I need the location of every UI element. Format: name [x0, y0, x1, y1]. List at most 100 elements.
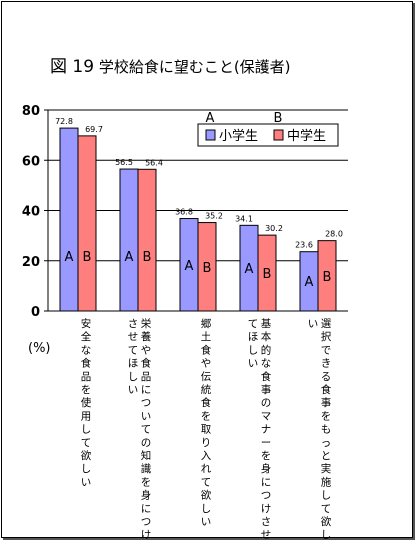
category-label-char: で [321, 344, 332, 356]
category-label-char: 事 [321, 396, 332, 409]
bar-marker: B [143, 250, 152, 265]
y-tick-label: 40 [22, 205, 40, 220]
category-label-char: や [201, 358, 212, 370]
category-label-char: せ [128, 331, 139, 343]
category-label-char: を [261, 450, 272, 462]
category-label-char: 選 [321, 317, 332, 330]
category-label-char: て [201, 476, 212, 488]
category-label-char: 全 [81, 330, 92, 343]
bar-junior-high [137, 168, 157, 312]
category-label-char: に [141, 503, 152, 515]
category-label-char: 食 [141, 357, 152, 370]
category-label-char: な [81, 344, 92, 356]
bar-marker: B [323, 270, 332, 285]
legend-label: 中学生 [287, 128, 326, 144]
y-tick-label: 60 [22, 154, 40, 169]
category-label-char: れ [201, 463, 212, 475]
category-label-char: け [261, 503, 272, 515]
category-label-char: い [128, 384, 139, 396]
bar-marker: A [185, 259, 194, 274]
category-label-char: つ [141, 516, 152, 528]
category-label-char: し [128, 371, 139, 383]
data-label: 56.4 [145, 158, 163, 167]
category-label-char: い [201, 516, 212, 528]
category-label-char: 用 [81, 410, 92, 422]
category-label-char: 実 [321, 462, 332, 475]
category-label-char: て [128, 344, 139, 356]
category-label-char: ほ [248, 331, 259, 343]
bar-elementary [119, 168, 139, 312]
category-label-char: 伝 [201, 371, 212, 383]
category-label-char: っ [321, 437, 332, 449]
category-label-char: な [261, 358, 272, 370]
category-label-char: さ [128, 318, 139, 330]
category-label-char: 身 [141, 489, 152, 502]
bar-marker: A [125, 250, 134, 265]
legend-marker: A [206, 111, 215, 126]
category-label-char: て [248, 318, 259, 330]
category-label-char: て [321, 503, 332, 515]
category-label-char: い [141, 410, 152, 422]
y-tick-label: 20 [22, 255, 40, 270]
category-label-char: て [81, 437, 92, 449]
data-label: 35.2 [205, 212, 223, 221]
category-label-char: も [321, 424, 332, 436]
legend-marker: B [274, 111, 283, 126]
category-label-char: と [321, 450, 332, 462]
category-label-char: い [308, 318, 319, 330]
category-label-char: 品 [141, 371, 152, 383]
data-label: 34.1 [235, 214, 253, 223]
category-label-char: に [141, 384, 152, 396]
category-label-char: を [201, 410, 212, 422]
category-label-char: 識 [141, 462, 152, 475]
category-label-char: 欲 [201, 489, 212, 502]
bar-marker: B [263, 267, 272, 282]
category-label-char: 土 [201, 330, 212, 343]
category-label-char: 的 [261, 343, 272, 356]
bar-junior-high [197, 222, 217, 312]
category-label-char: い [248, 358, 259, 370]
category-label-char: 養 [141, 330, 152, 343]
category-label-char: を [141, 476, 152, 488]
y-unit-label: (%) [28, 341, 51, 356]
bar-marker: A [245, 262, 254, 277]
category-label-char: し [81, 463, 92, 475]
category-label-char: 本 [261, 330, 272, 343]
category-label-char: 使 [81, 396, 92, 409]
category-label-char: 郷 [201, 317, 212, 330]
category-label-char: 欲 [81, 449, 92, 462]
chart-title-text: 学校給食に望むこと(保護者) [98, 58, 291, 76]
category-label-char: つ [141, 397, 152, 409]
category-label-char: 食 [81, 357, 92, 370]
category-label-char: 食 [321, 383, 332, 396]
category-label-char: 取 [201, 424, 212, 436]
bar-junior-high [77, 135, 97, 312]
category-label-char: 栄 [141, 317, 152, 330]
category-label-char: 施 [321, 475, 332, 488]
bar-marker: B [203, 261, 212, 276]
category-label-char: る [321, 371, 332, 383]
category-label-char: 食 [201, 396, 212, 409]
category-label-char: 知 [141, 449, 152, 462]
legend-swatch [273, 129, 284, 141]
category-label-char: や [141, 344, 152, 356]
category-label-char: 安 [81, 317, 92, 330]
bar-marker: B [83, 250, 92, 265]
category-label-char: マ [261, 410, 272, 422]
category-label-char: し [321, 529, 332, 541]
category-label-char: し [81, 424, 92, 436]
category-label-char: け [141, 529, 152, 541]
category-label-char: て [141, 424, 152, 436]
category-label-char: つ [261, 490, 272, 502]
category-label-char: に [261, 476, 272, 488]
data-label: 30.2 [265, 224, 283, 233]
data-label: 28.0 [325, 230, 343, 239]
figure-number: 図 19 [50, 57, 95, 77]
category-label-char: い [81, 476, 92, 488]
category-label-char: を [81, 384, 92, 396]
data-label: 69.7 [85, 125, 103, 134]
category-label-char: さ [261, 516, 272, 528]
legend-box [197, 123, 339, 147]
legend-label: 小学生 [219, 128, 258, 144]
